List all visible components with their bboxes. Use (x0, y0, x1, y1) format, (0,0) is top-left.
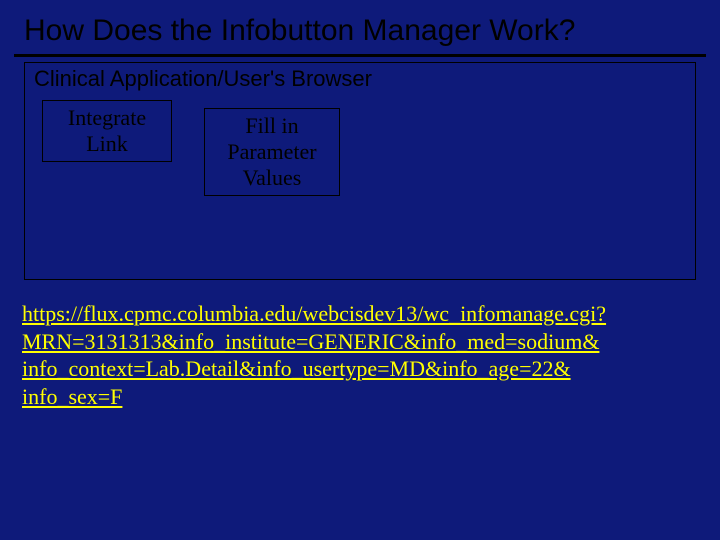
integrate-link-line1: Integrate (68, 105, 146, 131)
integrate-link-line2: Link (68, 131, 146, 157)
fill-parameter-line1: Fill in (227, 113, 316, 139)
fill-parameter-box: Fill in Parameter Values (204, 108, 340, 196)
browser-container (24, 62, 696, 280)
url-block: https://flux.cpmc.columbia.edu/webcisdev… (22, 300, 606, 410)
fill-parameter-line2: Parameter (227, 139, 316, 165)
browser-container-label: Clinical Application/User's Browser (34, 66, 372, 92)
slide-title: How Does the Infobutton Manager Work? (24, 14, 575, 48)
url-line-2: info_context=Lab.Detail&info_usertype=MD… (22, 355, 606, 383)
url-line-0: https://flux.cpmc.columbia.edu/webcisdev… (22, 300, 606, 328)
title-underline (14, 54, 706, 57)
slide: How Does the Infobutton Manager Work? Cl… (0, 0, 720, 540)
fill-parameter-line3: Values (227, 165, 316, 191)
integrate-link-box: Integrate Link (42, 100, 172, 162)
url-line-1: MRN=3131313&info_institute=GENERIC&info_… (22, 328, 606, 356)
url-line-3: info_sex=F (22, 383, 606, 411)
